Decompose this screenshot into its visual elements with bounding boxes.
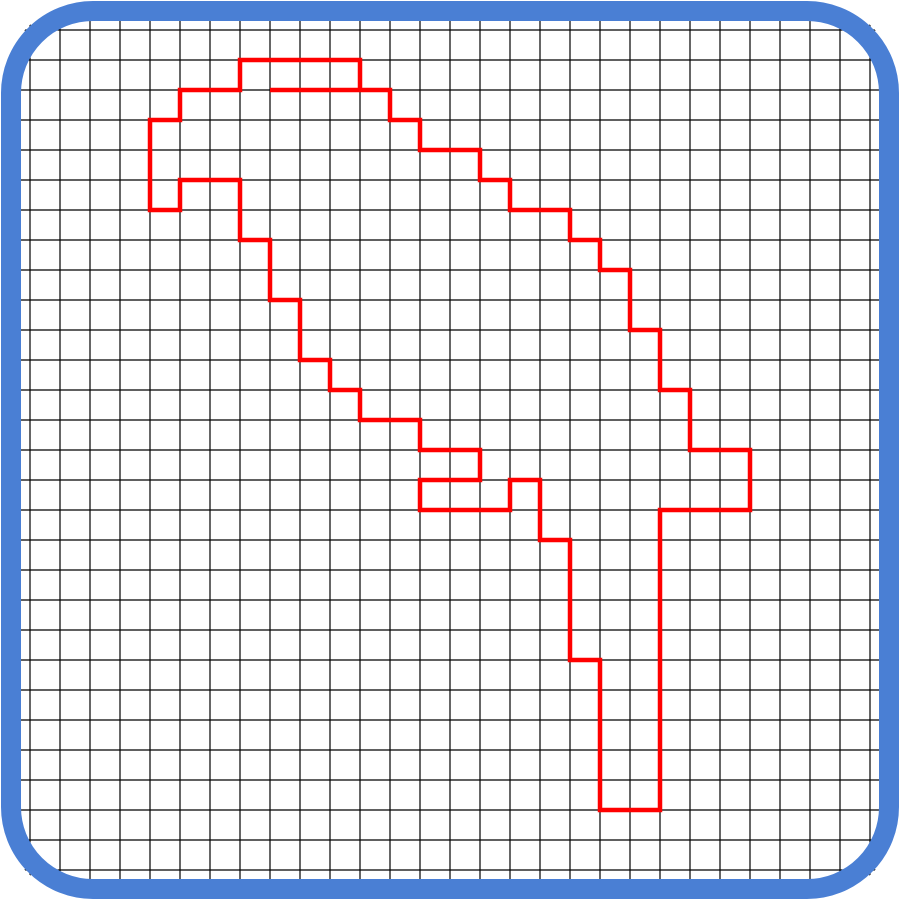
grid-lines bbox=[20, 20, 880, 880]
red-shape-outline bbox=[147, 57, 753, 813]
